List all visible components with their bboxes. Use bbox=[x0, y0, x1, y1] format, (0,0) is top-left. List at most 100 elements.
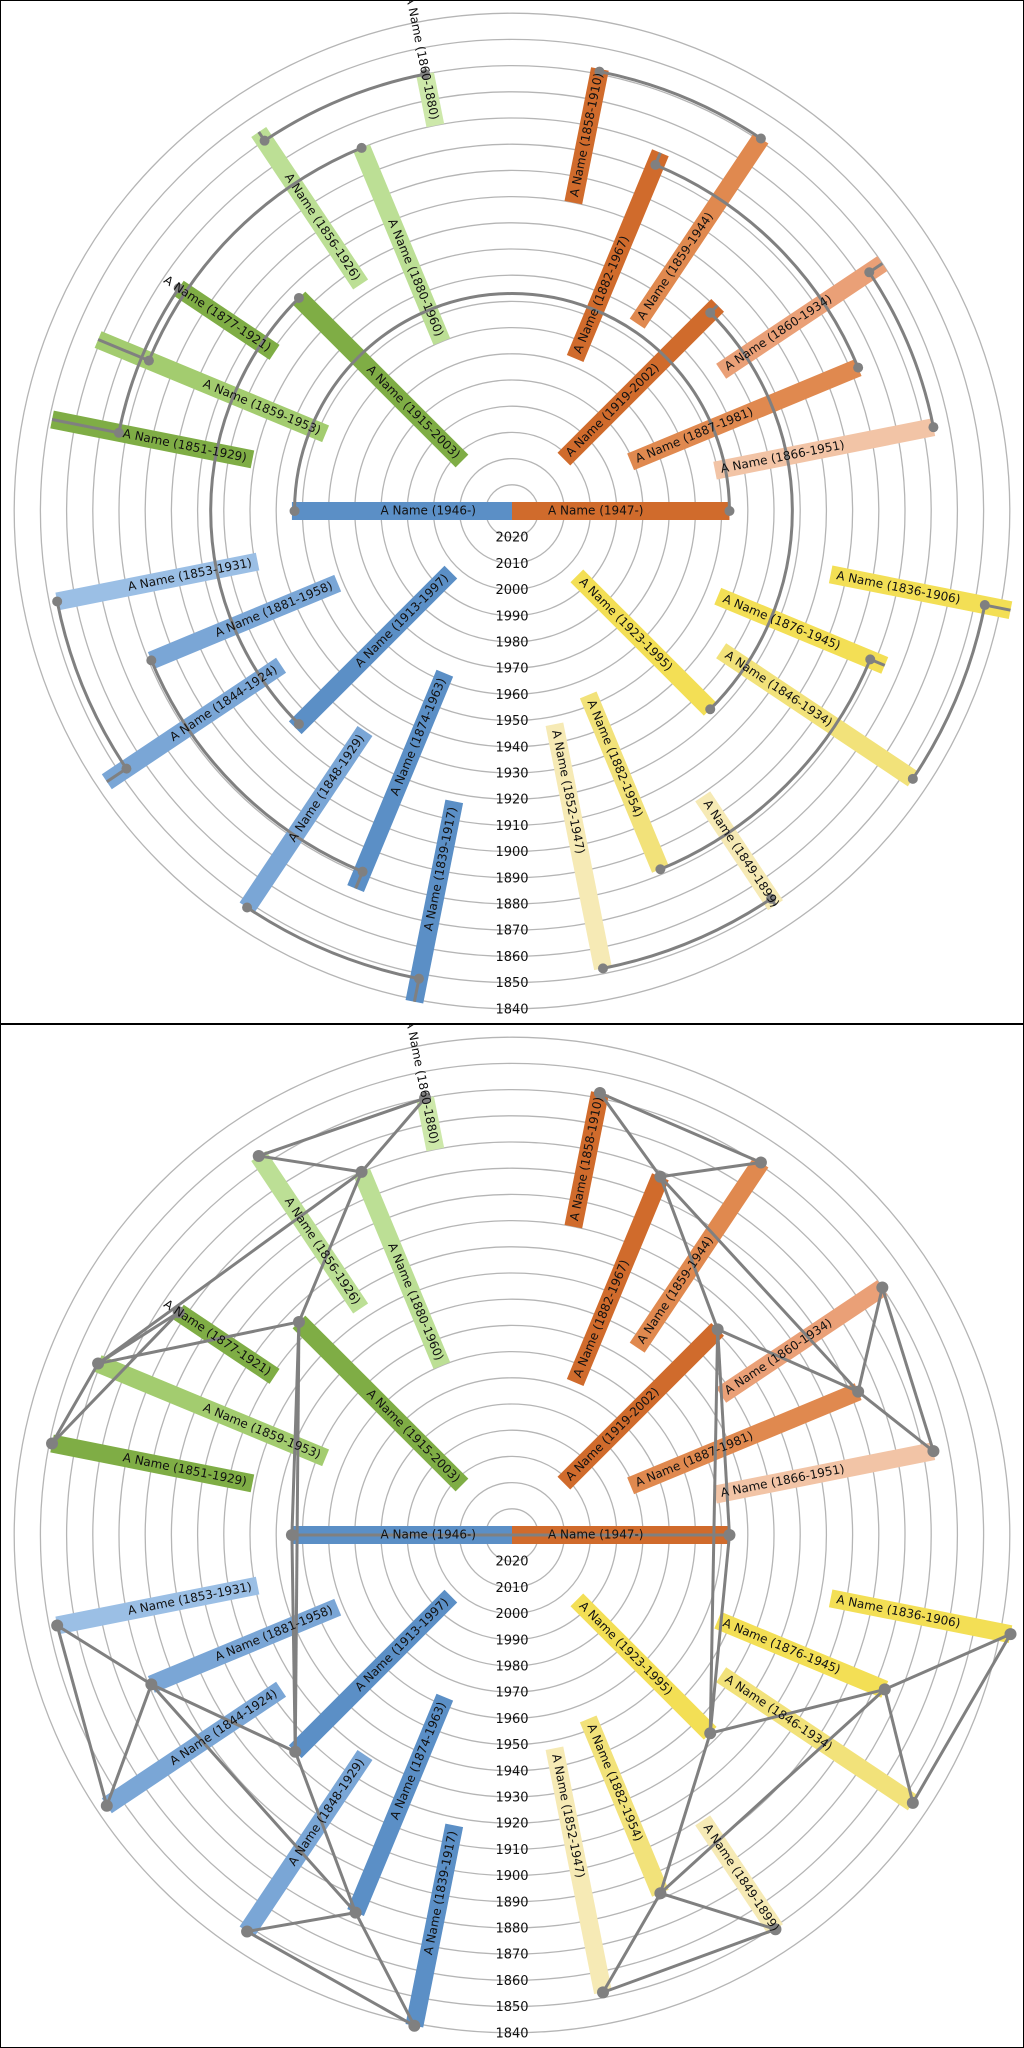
bar-p1851[interactable] bbox=[50, 1434, 255, 1493]
bar-p1860b[interactable] bbox=[716, 1280, 888, 1403]
year-label-1970: 1970 bbox=[495, 1686, 528, 1701]
bar-p1846[interactable] bbox=[716, 643, 918, 787]
year-label-1960: 1960 bbox=[495, 1712, 528, 1727]
bar-p1858[interactable] bbox=[564, 67, 609, 205]
year-label-2010: 2010 bbox=[495, 1581, 528, 1596]
descent-line-6-1 bbox=[658, 1732, 712, 1894]
label-p1856: A Name (1856-1926) bbox=[282, 171, 364, 284]
bar-p1877[interactable] bbox=[173, 1304, 280, 1384]
label-p1882: A Name (1882-1967) bbox=[571, 234, 632, 356]
bar-p1848[interactable] bbox=[239, 1750, 373, 1937]
bar-p1852[interactable] bbox=[545, 1746, 612, 1995]
bar-p1915[interactable] bbox=[292, 1315, 469, 1492]
bar-p1923[interactable] bbox=[570, 569, 717, 716]
bar-p1844[interactable] bbox=[101, 1681, 287, 1814]
label-p1882b: A Name (1882-1954) bbox=[584, 698, 645, 820]
label-p1947: A Name (1947-) bbox=[548, 1528, 643, 1542]
family-links bbox=[51, 66, 1011, 1003]
bar-p1853[interactable] bbox=[55, 552, 260, 611]
descent-line-2-0 bbox=[716, 1329, 731, 1536]
bar-p1860b[interactable] bbox=[716, 256, 888, 379]
label-p1913: A Name (1913-1997) bbox=[352, 571, 451, 670]
marriage-arc-8 bbox=[117, 287, 180, 434]
bar-p1913[interactable] bbox=[288, 565, 458, 735]
year-label-1860: 1860 bbox=[495, 1974, 528, 1989]
bar-p1874[interactable] bbox=[347, 669, 454, 893]
node-p1919 bbox=[705, 307, 716, 318]
year-label-1920: 1920 bbox=[495, 1817, 528, 1832]
node-p1856 bbox=[252, 1149, 265, 1162]
bar-p1852[interactable] bbox=[545, 722, 612, 971]
bar-p1880[interactable] bbox=[353, 1168, 451, 1370]
bar-p1856[interactable] bbox=[251, 1150, 369, 1314]
bar-p1856[interactable] bbox=[251, 126, 369, 290]
bar-p1887[interactable] bbox=[627, 1383, 862, 1495]
bar-p1844[interactable] bbox=[101, 657, 287, 790]
bar-p1919[interactable] bbox=[557, 298, 725, 466]
bar-p1859b[interactable] bbox=[629, 133, 769, 329]
marriage-line-4 bbox=[150, 1683, 357, 1914]
bar-p1839[interactable] bbox=[405, 1823, 464, 2028]
bar-p1858[interactable] bbox=[564, 1091, 609, 1229]
bar-p1859[interactable] bbox=[94, 1355, 330, 1467]
label-p1876: A Name (1876-1945) bbox=[721, 592, 843, 653]
marriage-arc-3 bbox=[147, 146, 363, 362]
node-p1866 bbox=[927, 1445, 940, 1458]
bar-p1876[interactable] bbox=[714, 587, 889, 674]
bar-p1882b[interactable] bbox=[579, 1715, 669, 1897]
ring-1860 bbox=[65, 64, 959, 958]
bar-p1877[interactable] bbox=[173, 280, 280, 360]
bar-p1846[interactable] bbox=[716, 1667, 918, 1811]
ring-1850 bbox=[39, 1062, 985, 2008]
bar-p1915[interactable] bbox=[292, 291, 469, 468]
ring-1900 bbox=[170, 1193, 854, 1877]
bar-p1913[interactable] bbox=[288, 1589, 458, 1759]
year-label-1870: 1870 bbox=[495, 924, 528, 939]
node-p1846 bbox=[907, 773, 918, 784]
marriage-arc-14 bbox=[602, 897, 772, 970]
descent-line-10-0 bbox=[856, 1287, 884, 1392]
node-p1858 bbox=[594, 66, 605, 77]
bar-p1836[interactable] bbox=[828, 1589, 1013, 1643]
bar-p1860a[interactable] bbox=[416, 72, 445, 128]
bar-p1882[interactable] bbox=[566, 1173, 669, 1386]
bar-p1881[interactable] bbox=[147, 574, 342, 669]
ring-1940 bbox=[275, 274, 749, 748]
bar-p1876[interactable] bbox=[714, 1611, 889, 1698]
bar-p1866[interactable] bbox=[713, 418, 936, 480]
bar-p1866[interactable] bbox=[713, 1442, 936, 1504]
bar-p1853[interactable] bbox=[55, 1576, 260, 1635]
bar-p1860a[interactable] bbox=[416, 1096, 445, 1152]
bar-p1839[interactable] bbox=[405, 799, 464, 1004]
descent-line-10-1 bbox=[857, 1390, 935, 1453]
node-p1836 bbox=[1004, 1628, 1017, 1641]
descent-line-12-0 bbox=[246, 1911, 356, 1933]
ring-1920 bbox=[223, 1246, 801, 1824]
fan-chart-arc-links: A Name (1946-) A Name (1947-) A Name (1915… bbox=[0, 0, 1024, 1024]
marriage-arc-12 bbox=[246, 906, 420, 981]
label-p1923: A Name (1923-1995) bbox=[576, 575, 675, 674]
bar-p1881[interactable] bbox=[147, 1598, 342, 1693]
bar-p1848[interactable] bbox=[239, 726, 373, 913]
node-p1866 bbox=[928, 422, 939, 433]
descent-line-2-1 bbox=[708, 1534, 731, 1734]
node-p1882b bbox=[655, 864, 666, 875]
marriage-arc-2 bbox=[709, 311, 794, 711]
bar-p1887[interactable] bbox=[627, 359, 862, 471]
bar-p1849[interactable] bbox=[695, 1815, 783, 1935]
label-p1876: A Name (1876-1945) bbox=[721, 1616, 843, 1677]
bar-p1874[interactable] bbox=[347, 1693, 454, 1917]
year-label-1910: 1910 bbox=[495, 1843, 528, 1858]
node-p1859b bbox=[754, 1156, 767, 1169]
year-label-1900: 1900 bbox=[495, 845, 528, 860]
node-p1915 bbox=[293, 292, 304, 303]
bar-p1919[interactable] bbox=[557, 1322, 725, 1490]
bar-p1849[interactable] bbox=[695, 791, 783, 911]
bar-p1859b[interactable] bbox=[629, 1157, 769, 1353]
bar-p1882b[interactable] bbox=[579, 691, 669, 873]
year-label-1890: 1890 bbox=[495, 871, 528, 886]
descent-line-7-1 bbox=[258, 1154, 362, 1174]
year-label-1940: 1940 bbox=[495, 1764, 528, 1779]
bar-p1882[interactable] bbox=[566, 149, 669, 362]
bar-p1923[interactable] bbox=[570, 1593, 717, 1740]
